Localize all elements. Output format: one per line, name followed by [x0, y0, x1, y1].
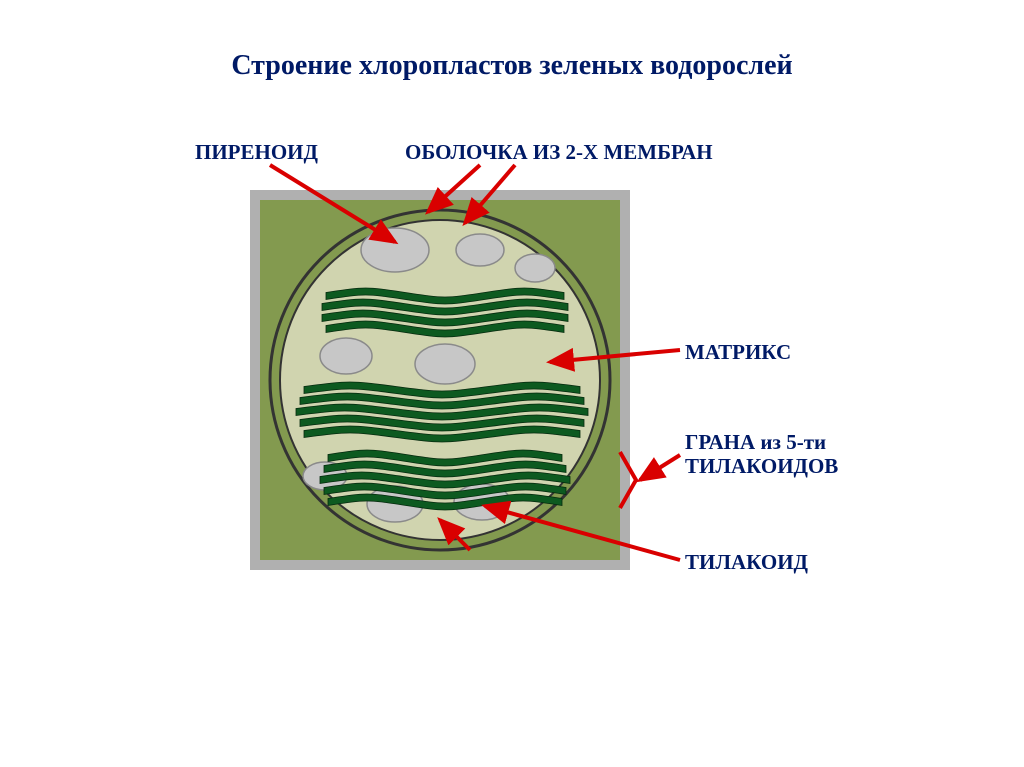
chloroplast-diagram — [250, 190, 630, 570]
label-granum-line1: ГРАНА из 5-ти — [685, 430, 826, 454]
label-granum: ГРАНА из 5-ти ТИЛАКОИДОВ — [685, 430, 838, 478]
label-pyrenoid: ПИРЕНОИД — [195, 140, 318, 165]
label-granum-line2: ТИЛАКОИДОВ — [685, 454, 838, 478]
label-matrix: МАТРИКС — [685, 340, 791, 365]
label-thylakoid: ТИЛАКОИД — [685, 550, 808, 575]
label-membrane: ОБОЛОЧКА ИЗ 2-Х МЕМБРАН — [405, 140, 713, 165]
diagram-frame — [250, 190, 630, 570]
diagram-title: Строение хлоропластов зеленых водорослей — [0, 50, 1024, 82]
